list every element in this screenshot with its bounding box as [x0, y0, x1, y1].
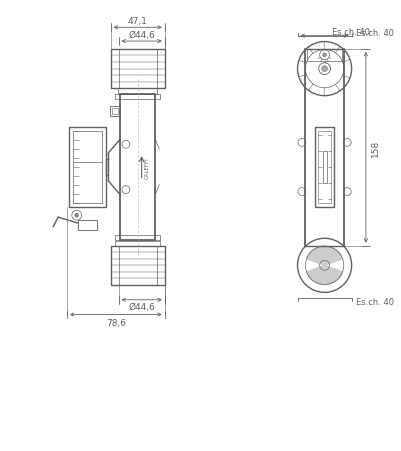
Bar: [120, 95, 156, 240]
Bar: [115, 241, 160, 246]
Bar: [111, 246, 165, 285]
Circle shape: [75, 214, 79, 218]
Text: 158: 158: [371, 139, 380, 156]
Text: Es.ch. 40: Es.ch. 40: [332, 28, 371, 37]
Bar: [115, 235, 160, 240]
Bar: [307, 50, 342, 62]
Polygon shape: [306, 266, 342, 285]
Bar: [119, 50, 157, 89]
Circle shape: [323, 54, 326, 58]
Text: Es.ch. 40: Es.ch. 40: [356, 297, 393, 306]
Bar: [110, 107, 120, 116]
Bar: [69, 127, 106, 208]
Bar: [323, 152, 326, 184]
Bar: [112, 109, 118, 115]
Bar: [115, 95, 160, 100]
Bar: [118, 89, 157, 95]
Bar: [73, 131, 102, 204]
Bar: [315, 127, 334, 208]
Bar: [119, 246, 157, 285]
Bar: [78, 221, 97, 230]
Bar: [318, 131, 332, 204]
Text: 47,1: 47,1: [128, 17, 148, 26]
Text: CALEFFI: CALEFFI: [145, 157, 150, 179]
Text: Es.ch. 40: Es.ch. 40: [356, 29, 393, 38]
Bar: [111, 50, 165, 89]
Text: 78,6: 78,6: [106, 318, 126, 327]
Circle shape: [322, 66, 328, 73]
Text: Ø44,6: Ø44,6: [128, 303, 155, 312]
Polygon shape: [306, 247, 342, 266]
Text: Ø44,6: Ø44,6: [128, 31, 155, 40]
